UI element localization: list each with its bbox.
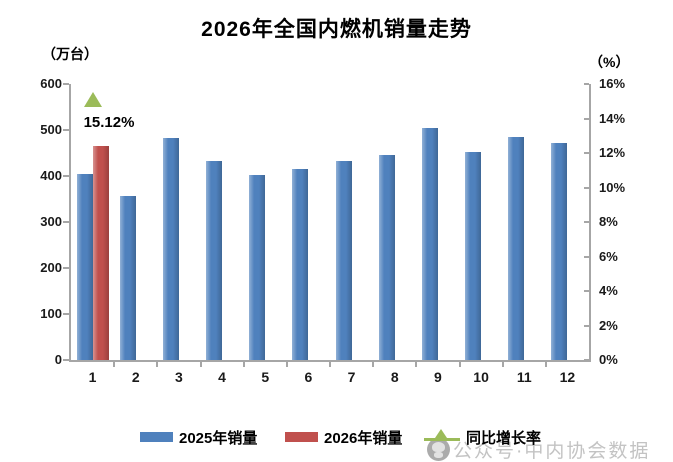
left-axis-line [69, 84, 71, 362]
x-axis-category-label: 12 [559, 369, 576, 385]
bar-sales-2025-m9 [421, 127, 438, 361]
left-axis-tick-label: 500 [40, 122, 62, 137]
x-axis-category-label: 5 [261, 369, 270, 385]
left-axis-tick [63, 313, 69, 315]
x-axis-category-label: 3 [175, 369, 183, 385]
left-axis-tick-label: 100 [40, 306, 62, 321]
left-axis-tick [63, 83, 69, 85]
bottom-axis-tick [156, 362, 159, 367]
bar-sales-2025-m5 [249, 175, 266, 360]
right-axis-tick [584, 255, 589, 258]
bar-sales-2025-m2 [119, 195, 136, 361]
bottom-axis-tick [544, 362, 547, 367]
bottom-axis-tick [372, 362, 375, 367]
right-axis-tick-label: 2% [599, 317, 618, 333]
right-axis-tick-label: 10% [599, 179, 626, 195]
bar-sales-2025-m8 [378, 155, 395, 360]
legend-item-sales-2026: 2026年销量 [285, 427, 402, 447]
right-axis-tick [584, 186, 589, 189]
bottom-axis-tick [113, 362, 116, 367]
growth-annotation: 15.12% [83, 114, 135, 132]
bottom-axis-tick [285, 362, 288, 367]
x-axis-category-label: 1 [88, 369, 97, 385]
x-axis-category-label: 2 [131, 369, 140, 385]
left-axis-tick [63, 359, 69, 361]
right-axis-tick [584, 359, 589, 361]
watermark: 公众号·中内协会数据 [427, 436, 650, 462]
legend-label-sales-2026: 2026年销量 [324, 429, 403, 447]
bar-sales-2025-m1 [76, 173, 93, 361]
legend-item-growth-rate: 同比增长率 [424, 427, 541, 447]
right-axis-tick [584, 221, 589, 223]
watermark-text: 公众号·中内协会数据 [453, 441, 651, 462]
right-axis-line [589, 84, 591, 362]
right-axis-tick [584, 152, 589, 154]
bar-sales-2025-m6 [292, 169, 309, 360]
bottom-axis-tick [199, 362, 202, 367]
chart-title: 2026年全国内燃机销量走势 [201, 18, 472, 41]
wechat-official-account-icon [427, 438, 450, 461]
left-axis-tick-label: 200 [40, 260, 62, 275]
left-axis-tick [63, 129, 69, 131]
left-axis-tick [63, 267, 69, 269]
left-axis-tick-label: 600 [40, 76, 62, 91]
right-axis-tick-label: 14% [599, 110, 626, 126]
bar-sales-2026-m1 [92, 145, 109, 361]
left-axis-tick-label: 0 [54, 352, 62, 367]
legend-swatch-2026-icon [285, 432, 318, 442]
right-axis-tick [584, 324, 589, 327]
bottom-axis-tick [415, 362, 418, 367]
bottom-axis-line [69, 360, 591, 362]
right-axis-tick-label: 16% [599, 76, 626, 91]
left-axis-unit-label: （万台） [42, 46, 98, 62]
bottom-axis-tick [501, 362, 504, 367]
right-axis-tick [584, 290, 589, 292]
right-axis-tick-label: 0% [599, 352, 618, 367]
x-axis-category-label: 4 [218, 369, 226, 385]
legend-swatch-2025-icon [140, 432, 173, 442]
right-axis-tick [584, 83, 589, 85]
bar-sales-2025-m4 [206, 161, 223, 360]
left-axis-tick-label: 400 [40, 168, 62, 183]
right-axis-tick-label: 6% [599, 248, 618, 264]
x-axis-category-label: 9 [434, 369, 442, 385]
legend-label-sales-2025: 2025年销量 [179, 429, 258, 447]
bar-sales-2025-m11 [508, 137, 525, 360]
right-axis-tick [584, 117, 589, 120]
bar-sales-2025-m7 [335, 160, 352, 361]
x-axis-category-label: 6 [304, 369, 313, 385]
left-axis-tick-label: 300 [40, 214, 62, 229]
x-axis-category-label: 7 [347, 369, 356, 385]
x-axis-category-label: 8 [390, 369, 399, 385]
growth-triangle-marker-m1 [83, 92, 102, 108]
right-axis-tick-label: 4% [599, 283, 618, 298]
x-axis-category-label: 11 [516, 369, 532, 385]
right-axis-tick-label: 8% [599, 214, 618, 229]
legend-label-growth-rate: 同比增长率 [466, 429, 542, 447]
legend-growth-marker-icon [424, 429, 460, 445]
bar-sales-2025-m10 [465, 152, 482, 360]
bottom-axis-tick [329, 362, 331, 367]
right-axis-unit-label: （%） [589, 54, 630, 70]
left-axis-tick [63, 221, 69, 223]
legend-item-sales-2025: 2025年销量 [140, 427, 257, 447]
bottom-axis-tick [458, 362, 461, 367]
bottom-axis-tick [242, 362, 245, 367]
left-axis-tick [63, 175, 69, 177]
bar-sales-2025-m3 [162, 138, 179, 360]
bar-sales-2025-m12 [551, 142, 568, 361]
x-axis-category-label: 10 [473, 369, 489, 385]
right-axis-tick-label: 12% [599, 145, 626, 160]
